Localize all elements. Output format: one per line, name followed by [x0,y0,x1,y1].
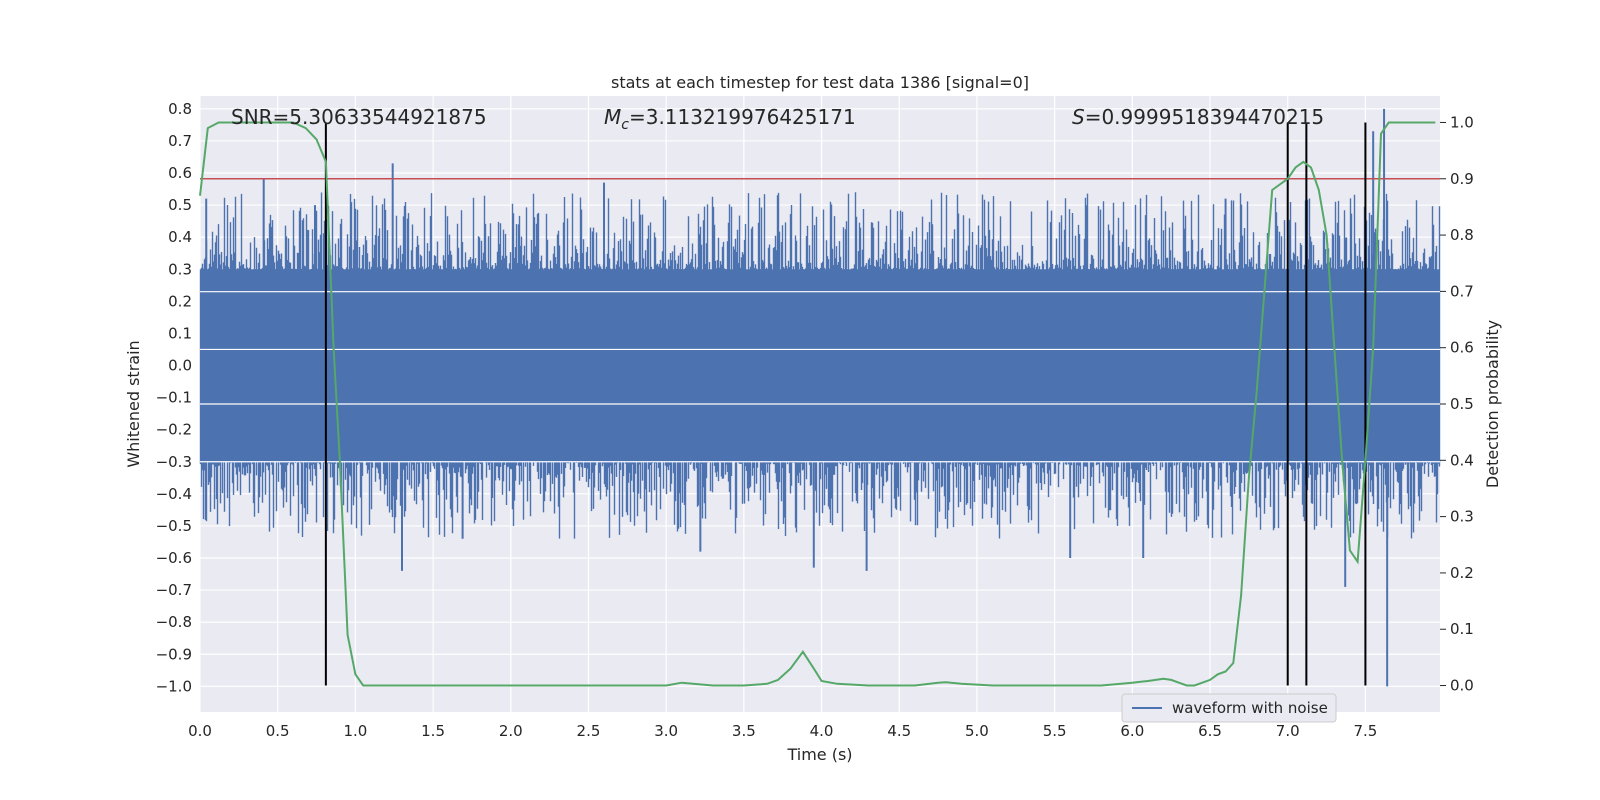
y-tick-label: −0.6 [156,549,192,567]
y-tick-label: −0.7 [156,581,192,599]
y-tick-label: −1.0 [156,677,192,695]
x-tick-label: 4.0 [810,722,834,740]
x-axis-label: Time (s) [786,745,852,764]
y-tick-label: 0.3 [168,260,192,278]
y2-tick-label: 0.4 [1450,451,1474,469]
s-symbol: S [1072,105,1085,129]
x-tick-label: 0.5 [266,722,290,740]
s-value: =0.9999518394470215 [1085,105,1324,129]
mc-value: =3.113219976425171 [629,105,856,129]
y-tick-label: 0.4 [168,228,192,246]
y-tick-label: 0.5 [168,196,192,214]
x-tick-label: 0.0 [188,722,212,740]
snr-statistic-annotation: S=0.9999518394470215 [1072,105,1324,129]
y-tick-label: 0.7 [168,132,192,150]
x-tick-label: 6.5 [1198,722,1222,740]
y-tick-label: −0.8 [156,613,192,631]
chart-title: stats at each timestep for test data 138… [611,73,1029,92]
y-tick-label: −0.3 [156,453,192,471]
y2-tick-label: 0.3 [1450,508,1474,526]
y2-tick-label: 1.0 [1450,113,1474,131]
y2-tick-label: 0.0 [1450,677,1474,695]
x-tick-label: 2.0 [499,722,523,740]
x-tick-label: 3.5 [732,722,756,740]
y-axis-ticks: 0.8 0.7 0.6 0.5 0.4 0.3 0.2 0.1 0.0 −0.1 −0.2 −0.3 −… [156,100,192,695]
y-tick-label: 0.6 [168,164,192,182]
y-axis-label: Whitened strain [124,340,143,467]
y-tick-label: −0.4 [156,485,192,503]
y2-tick-label: 0.6 [1450,339,1474,357]
chirp-mass-annotation: Mc=3.113219976425171 [604,105,856,133]
x-tick-label: 1.5 [421,722,445,740]
y2-tick-label: 0.1 [1450,620,1474,638]
waveform-series [199,108,1441,687]
y-tick-label: −0.1 [156,389,192,407]
x-tick-label: 6.0 [1120,722,1144,740]
y2-tick-label: 0.8 [1450,226,1474,244]
x-tick-label: 5.0 [965,722,989,740]
y-tick-label: −0.2 [156,421,192,439]
x-tick-label: 1.0 [343,722,367,740]
band-lines [200,291,1440,463]
x-tick-label: 4.5 [887,722,911,740]
x-tick-label: 3.0 [654,722,678,740]
mc-subscript: c [621,117,629,133]
x-tick-label: 7.0 [1276,722,1300,740]
legend-label: waveform with noise [1172,699,1328,717]
y2-axis-label: Detection probability [1483,320,1502,488]
x-tick-label: 7.5 [1353,722,1377,740]
x-tick-label: 5.5 [1043,722,1067,740]
x-tick-label: 2.5 [577,722,601,740]
legend-box [1121,693,1337,723]
probability-line [199,121,1436,687]
x-axis-ticks: 0.0 0.5 1.0 1.5 2.0 2.5 3.0 3.5 4.0 4.5 5.0 5.5 6.0 6… [188,722,1377,740]
y2-tick-label: 0.5 [1450,395,1474,413]
mc-symbol: M [604,105,621,129]
waveform-trace [199,192,1441,539]
y-tick-label: 0.0 [168,357,192,375]
y2-tick-label: 0.7 [1450,282,1474,300]
y-tick-label: 0.2 [168,292,192,310]
y2-axis-ticks: 1.0 0.9 0.8 0.7 0.6 0.5 0.4 0.3 0.2 0.1 0.0 [1440,113,1474,695]
y-tick-label: 0.8 [168,100,192,118]
y-tick-label: 0.1 [168,324,192,342]
trigger-lines [324,122,1367,686]
legend: waveform with noise [1121,693,1337,723]
y-tick-label: −0.5 [156,517,192,535]
y2-tick-label: 0.2 [1450,564,1474,582]
snr-annotation: SNR=5.30633544921875 [231,105,487,129]
y-tick-label: −0.9 [156,645,192,663]
y2-tick-label: 0.9 [1450,170,1474,188]
